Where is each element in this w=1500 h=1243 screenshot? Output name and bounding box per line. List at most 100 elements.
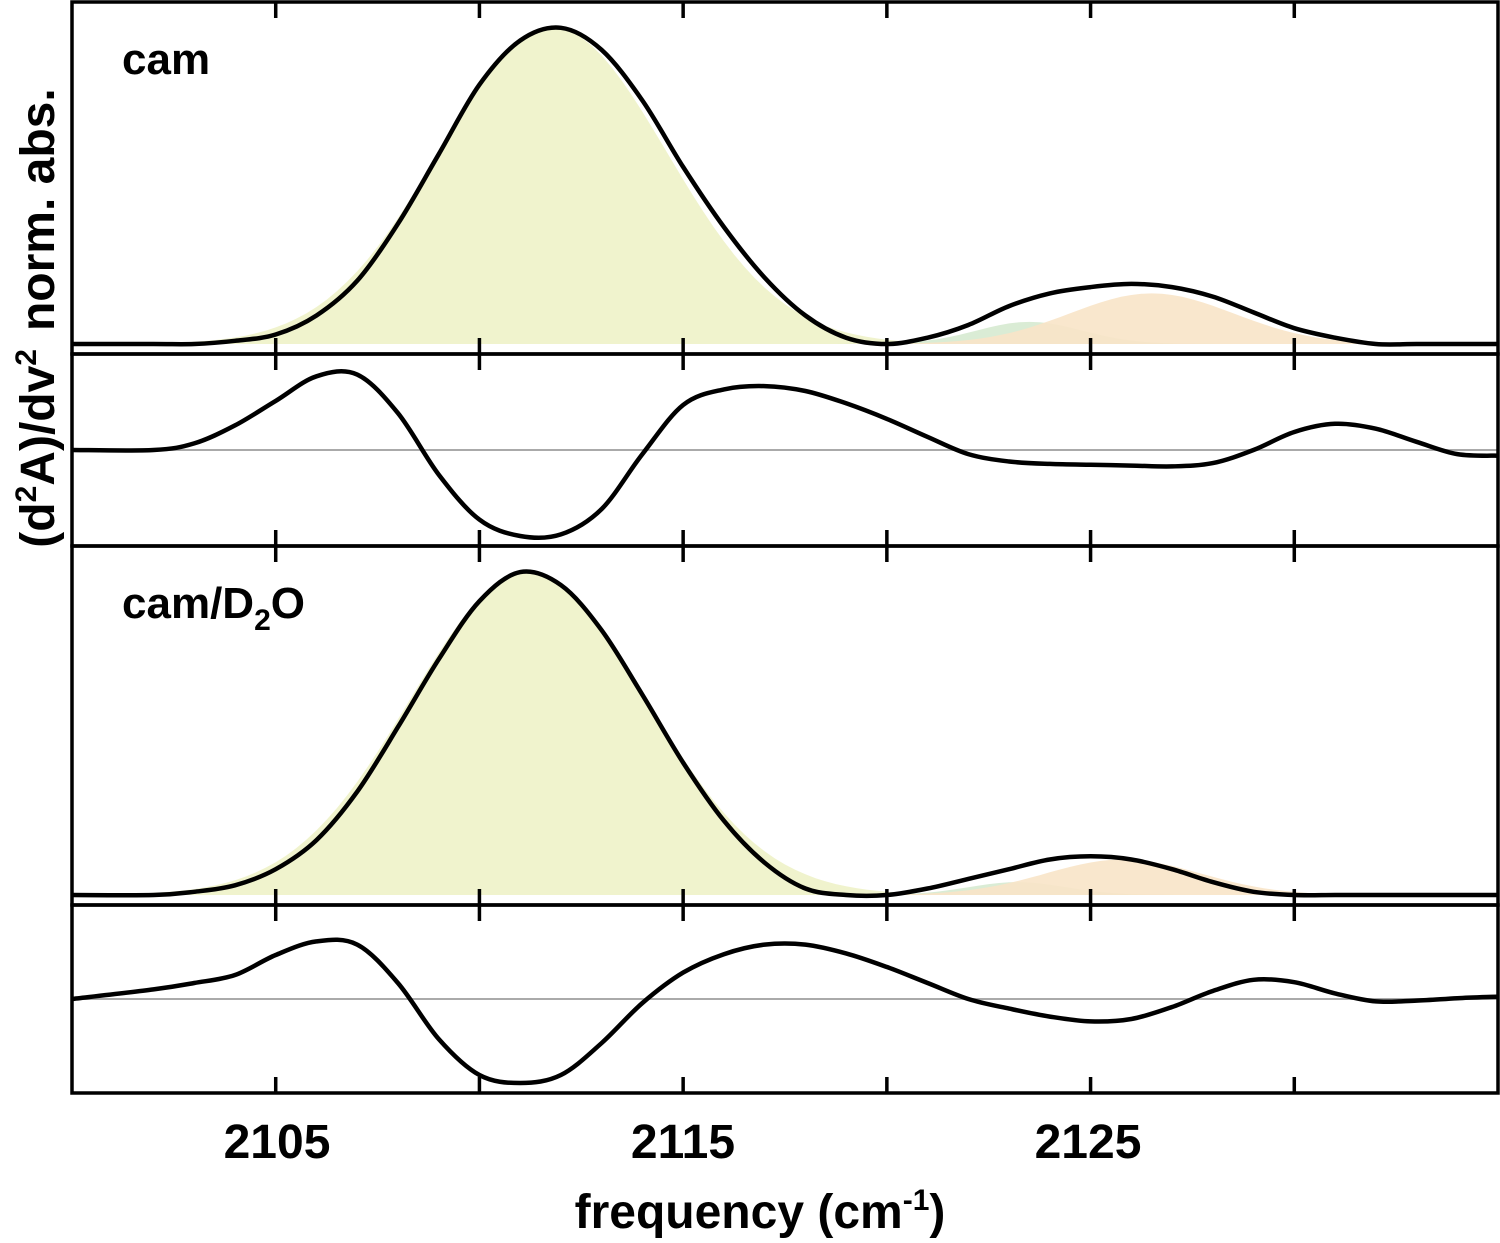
panel-2-point-32 [1374,427,1378,431]
panel-2-point-23 [1007,460,1011,464]
panel-2-point-33 [1415,440,1419,444]
panel-1-point-18 [803,314,807,318]
panel-3-point-4 [233,883,237,887]
panel-2-point-21 [926,435,930,439]
panel-3-point-8 [396,725,400,729]
panel-4-point-22 [966,997,970,1001]
panel-1-point-26 [1129,282,1133,286]
panel-3-point-10 [477,599,481,603]
panel-1-point-22 [966,323,970,327]
panel-2-point-11 [518,534,522,538]
panel-3-point-31 [1333,893,1337,897]
panel-3-point-18 [803,887,807,891]
panel-1-point-23 [1007,304,1011,308]
panel-2-point-7 [355,373,359,377]
panel-4-point-17 [763,943,767,947]
panel-3-point-7 [355,790,359,794]
panel-4-point-4 [233,973,237,977]
y-axis-title-sup2: 2 [10,349,43,366]
panel-4-point-13 [600,1041,604,1045]
panel-3-component-fill-3 [72,859,1498,895]
panel-1-point-32 [1374,342,1378,346]
panel-label-main: cam/D [122,579,254,628]
panel-1-component-fill-3 [72,293,1498,344]
panel-3-point-3 [192,890,196,894]
panel-1-point-24 [1048,291,1052,295]
panel-3-point-34 [1455,893,1459,897]
panel-1-point-7 [355,279,359,283]
panel-3-point-9 [437,657,441,661]
panel-1-point-5 [274,333,278,337]
panel-1-point-13 [600,48,604,52]
panel-1-point-11 [518,39,522,43]
panel-2-point-17 [763,384,767,388]
panel-3-point-2 [152,893,156,897]
panel-4-point-10 [477,1073,481,1077]
panel-3-point-21 [926,887,930,891]
panel-3-point-24 [1048,858,1052,862]
panel-label-main: cam [122,35,210,84]
panel-3-point-16 [722,819,726,823]
panel-1-point-4 [233,339,237,343]
x-axis-title: frequency (cm-1) [575,1184,946,1239]
panel-2-point-12 [559,532,563,536]
panel-1-point-3 [192,342,196,346]
panel-2-point-26 [1129,464,1133,468]
panel-1-label: cam [122,35,210,84]
panel-4-point-26 [1129,1017,1133,1021]
panel-4-point-18 [803,943,807,947]
panel-1-point-17 [763,276,767,280]
panel-4-point-29 [1252,978,1256,982]
panel-2-point-15 [681,403,685,407]
panel-2-point-28 [1211,461,1215,465]
panel-2-point-16 [722,387,726,391]
panel-2-point-25 [1089,463,1093,467]
panel-1-point-27 [1170,285,1174,289]
x-axis-title-main: frequency (cm [575,1186,903,1239]
panel-1-point-6 [315,314,319,318]
panel-3-point-12 [559,583,563,587]
panel-2-point-20 [885,417,889,421]
panel-1-point-10 [477,83,481,87]
panel-2-point-29 [1252,448,1256,452]
panel-3-point-23 [1007,867,1011,871]
panel-2-point-10 [477,518,481,522]
panel-4-point-9 [437,1037,441,1041]
panel-1-point-21 [926,336,930,340]
panel-4-point-23 [1007,1007,1011,1011]
panel-3-point-25 [1089,854,1093,858]
panel-2-point-2 [152,448,156,452]
panel-2-point-24 [1048,462,1052,466]
panel-4-point-15 [681,971,685,975]
panel-1-point-12 [559,26,563,30]
panel-4-point-30 [1292,980,1296,984]
panel-4-point-7 [355,943,359,947]
panel-2-point-6 [315,374,319,378]
panel-4-point-20 [885,965,889,969]
panel-1-point-30 [1292,326,1296,330]
y-axis-title-top: norm. abs. [12,88,65,331]
panel-1-point-28 [1211,295,1215,299]
panel-3-point-26 [1129,858,1133,862]
x-tick-label-2105: 2105 [224,1116,331,1169]
panel-3-component-fill-1 [72,572,1498,895]
panel-4-point-12 [559,1073,563,1077]
panels: cam cam/D2O [70,0,1500,1095]
panel-1-point-34 [1455,342,1459,346]
panel-2-point-13 [600,507,604,511]
panel-2-point-5 [274,399,278,403]
panel-1-point-29 [1252,310,1256,314]
panel-4-point-34 [1455,996,1459,1000]
panel-3-point-6 [315,838,319,842]
panel-1-component-fill-1 [72,27,1498,345]
panel-4-point-6 [315,939,319,943]
panel-4-point-33 [1415,999,1419,1003]
panel-3-point-33 [1415,893,1419,897]
panel-4-point-8 [396,981,400,985]
panel-1-point-16 [722,225,726,229]
panel-3-label: cam/D2O [122,579,305,637]
panel-1-point-31 [1333,336,1337,340]
y-axis-title-bottom-main: (d [12,502,65,547]
panel-2-point-31 [1333,422,1337,426]
